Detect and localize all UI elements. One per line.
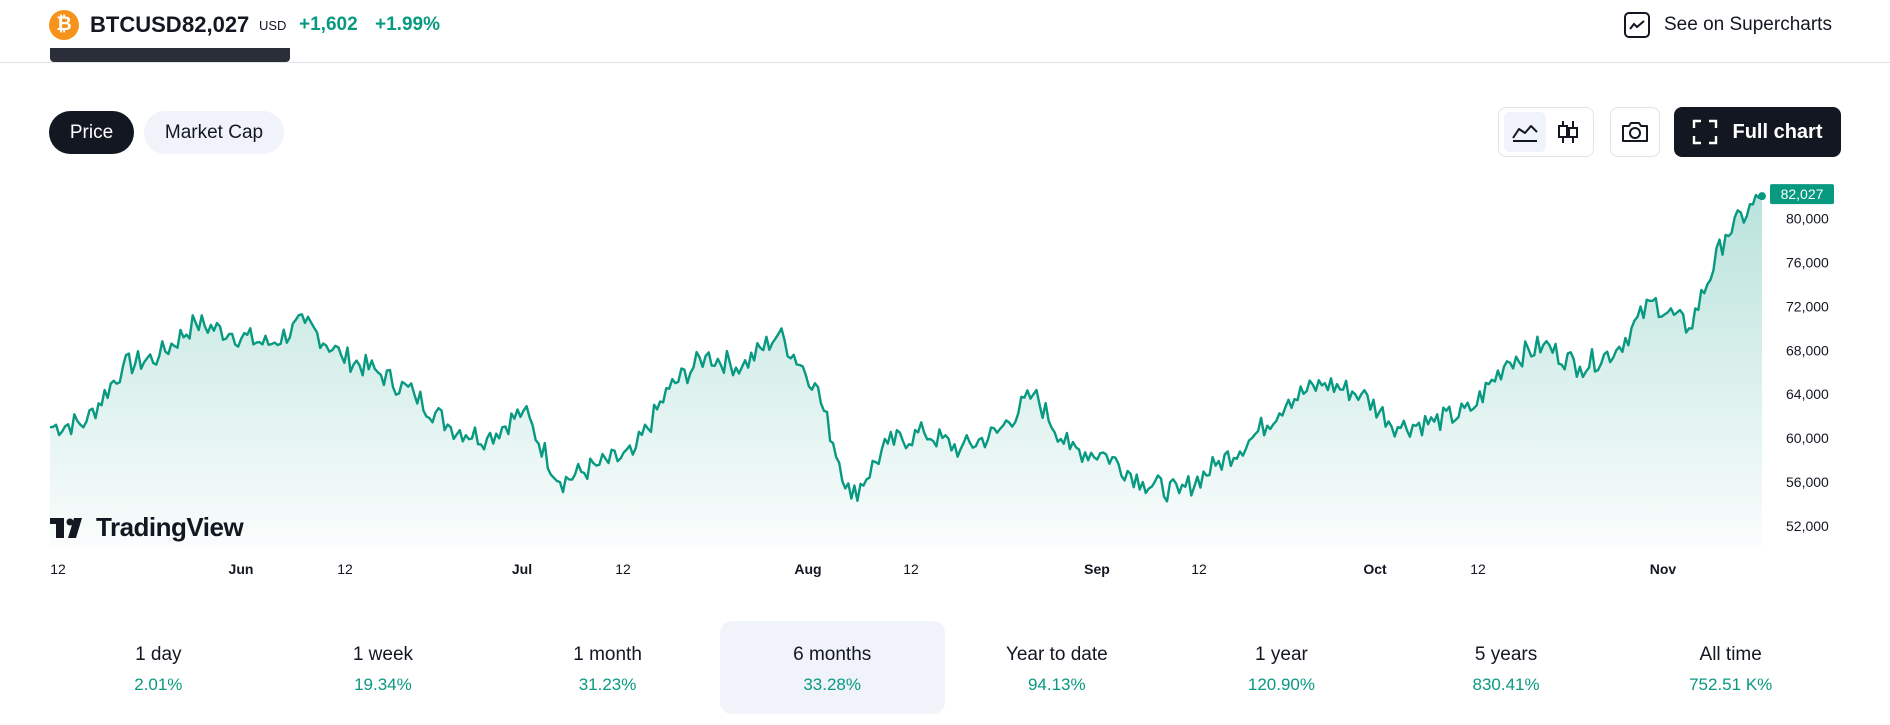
fullscreen-icon	[1693, 119, 1718, 145]
tab-market-cap[interactable]: Market Cap	[144, 111, 284, 154]
y-tick-label: 76,000	[1786, 254, 1829, 270]
period-1-day[interactable]: 1 day 2.01%	[46, 621, 271, 714]
tradingview-wordmark: TradingView	[96, 512, 244, 542]
tradingview-logo-icon	[50, 517, 82, 538]
x-tick-label: Nov	[1650, 561, 1677, 577]
x-tick-label: 12	[1191, 561, 1207, 577]
period-6-months[interactable]: 6 months 33.28%	[719, 621, 945, 714]
period-change: 830.41%	[1472, 675, 1540, 694]
symbol-name: BTCUSD	[90, 12, 182, 37]
price-change-percent: +1.99%	[375, 14, 440, 35]
full-chart-button[interactable]: Full chart	[1674, 107, 1841, 157]
period-1-month[interactable]: 1 month 31.23%	[495, 621, 720, 714]
x-tick-label: 12	[1470, 561, 1486, 577]
area-chart-button[interactable]	[1503, 112, 1546, 152]
period-selector: 1 day 2.01% 1 week 19.34% 1 month 31.23%…	[46, 621, 1843, 714]
period-label: Year to date	[1005, 644, 1108, 665]
period-change: 2.01%	[134, 675, 183, 694]
current-price: 82,027	[182, 12, 250, 37]
y-tick-label: 56,000	[1786, 474, 1829, 490]
period-label: 1 day	[135, 644, 182, 665]
period-change: 19.34%	[354, 675, 412, 694]
y-tick-label: 68,000	[1786, 342, 1829, 358]
y-tick-label: 80,000	[1786, 210, 1829, 226]
y-tick-label: 60,000	[1786, 430, 1829, 446]
price-change: +1,602	[299, 14, 358, 35]
period-1-week[interactable]: 1 week 19.34%	[271, 621, 496, 714]
period-year-to-date[interactable]: Year to date 94.13%	[945, 621, 1170, 714]
candles-chart-button[interactable]	[1547, 112, 1589, 152]
last-price-dot	[1758, 192, 1766, 201]
section-title-partial	[50, 48, 290, 62]
snapshot-button[interactable]	[1610, 107, 1660, 157]
y-tick-label: 52,000	[1786, 518, 1829, 534]
y-tick-label: 72,000	[1786, 298, 1829, 314]
currency-label: USD	[259, 18, 287, 33]
period-label: 1 year	[1255, 644, 1308, 665]
last-price-label: 82,027	[1770, 184, 1834, 205]
symbol-header: ₿ BTCUSD 82,027 USD +1,602 +1.99% See on…	[0, 0, 1890, 63]
x-tick-label: 12	[50, 561, 66, 577]
price-area-fill	[50, 195, 1762, 548]
x-tick-label: 12	[337, 561, 353, 577]
svg-text:82,027: 82,027	[1781, 186, 1824, 202]
period-label: 5 years	[1474, 644, 1538, 665]
period-label: All time	[1699, 644, 1762, 665]
tradingview-watermark: TradingView	[50, 512, 244, 543]
tab-price[interactable]: Price	[49, 111, 134, 154]
bitcoin-icon: ₿	[49, 10, 79, 40]
price-chart[interactable]: 52,000 56,000 60,000 64,000 68,000 72,000 76,0…	[0, 180, 1890, 600]
y-axis: 52,000 56,000 60,000 64,000 68,000 72,000 76,0…	[1786, 210, 1829, 534]
full-chart-label: Full chart	[1732, 120, 1823, 143]
see-on-supercharts-link[interactable]: See on Supercharts	[1624, 9, 1832, 41]
period-label: 6 months	[793, 644, 872, 665]
see-on-supercharts-label: See on Supercharts	[1664, 14, 1832, 35]
x-tick-label: Oct	[1363, 561, 1387, 577]
period-5-years[interactable]: 5 years 830.41%	[1394, 621, 1619, 714]
period-label: 1 month	[573, 644, 642, 665]
x-tick-label: Jul	[512, 561, 532, 577]
period-1-year[interactable]: 1 year 120.90%	[1169, 621, 1394, 714]
y-tick-label: 64,000	[1786, 386, 1829, 402]
candlestick-icon	[1557, 121, 1578, 143]
x-axis: 12 Jun 12 Jul 12 Aug 12 Sep 12 Oct 12 Nov	[50, 561, 1676, 577]
x-tick-label: 12	[615, 561, 631, 577]
period-change: 94.13%	[1027, 675, 1086, 694]
x-tick-label: Sep	[1084, 561, 1110, 577]
period-change: 33.28%	[803, 675, 862, 694]
period-change: 120.90%	[1247, 675, 1315, 694]
price-line	[49, 193, 1763, 503]
period-change: 752.51 K%	[1689, 675, 1773, 694]
area-chart-icon	[1511, 125, 1538, 142]
period-change: 31.23%	[578, 675, 637, 694]
camera-icon	[1622, 122, 1648, 142]
x-tick-label: Jun	[229, 561, 254, 577]
period-all-time[interactable]: All time 752.51 K%	[1618, 621, 1843, 714]
x-tick-label: 12	[903, 561, 919, 577]
chart-trend-icon	[1624, 12, 1650, 38]
x-tick-label: Aug	[794, 561, 821, 577]
chart-style-toggle	[1498, 107, 1594, 157]
period-label: 1 week	[352, 644, 414, 665]
